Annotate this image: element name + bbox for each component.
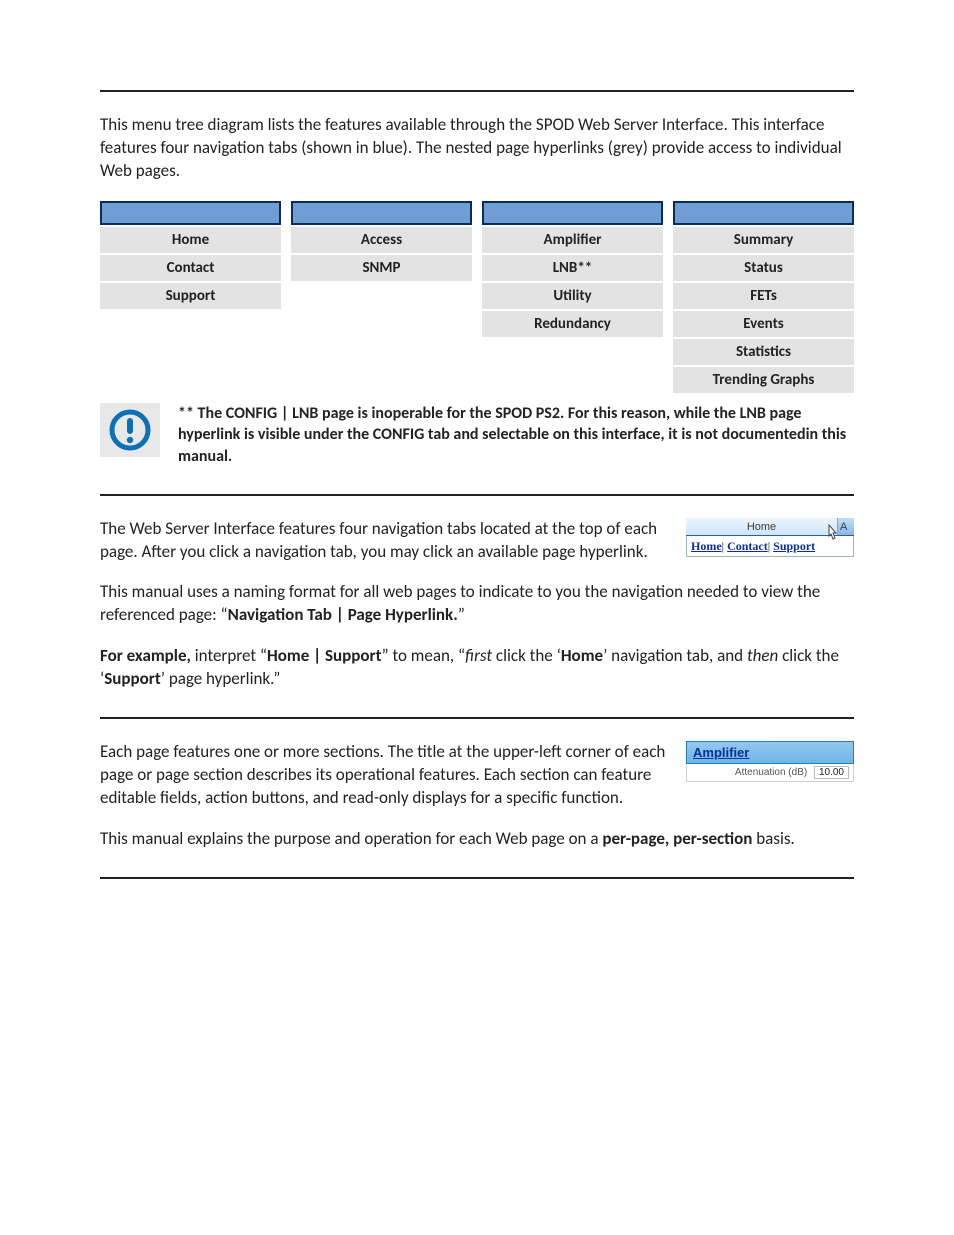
tree-header-cell — [291, 201, 472, 225]
tree-link-cell: Statistics — [673, 339, 854, 365]
field-value: 10.00 — [814, 766, 849, 779]
tree-link-cell: Utility — [482, 283, 663, 309]
text: click the ‘ — [492, 645, 561, 666]
nav-tabs-screenshot: Home A Home| Contact| Support — [686, 518, 854, 557]
text: ” to mean, “ — [382, 645, 466, 666]
tree-link-cell: Trending Graphs — [673, 367, 854, 393]
tree-link-cell: Home — [100, 227, 281, 253]
tree-link-cell: Amplifier — [482, 227, 663, 253]
tree-column: SummaryStatusFETsEventsStatisticsTrendin… — [673, 201, 854, 393]
for-example-bold: For example, — [100, 645, 191, 666]
per-page-paragraph: This manual explains the purpose and ope… — [100, 828, 854, 851]
first-italic: first — [465, 645, 492, 666]
tree-column: HomeContactSupport — [100, 201, 281, 393]
text: ’ page hyperlink.” — [161, 668, 281, 689]
text: ” — [458, 604, 465, 625]
section-rule — [100, 717, 854, 719]
tree-link-cell: LNB** — [482, 255, 663, 281]
menu-tree-grid: HomeContactSupportAccessSNMPAmplifierLNB… — [100, 201, 854, 393]
attenuation-field: Attenuation (dB) 10.00 — [686, 764, 854, 782]
field-label: Attenuation (dB) — [735, 767, 807, 778]
naming-format-paragraph: This manual uses a naming format for all… — [100, 581, 854, 627]
section-rule — [100, 494, 854, 496]
text: interpret “ — [191, 645, 267, 666]
section-rule — [100, 877, 854, 879]
mini-link: Support — [773, 539, 815, 553]
alert-icon — [100, 403, 160, 457]
text: basis. — [752, 828, 794, 849]
tab-label: Home — [747, 521, 776, 533]
text: This manual explains the purpose and ope… — [100, 828, 602, 849]
tree-link-cell: Summary — [673, 227, 854, 253]
tab-partial: A — [838, 518, 854, 535]
nav-intro-paragraph: The Web Server Interface features four n… — [100, 518, 670, 564]
tree-header-cell — [482, 201, 663, 225]
tree-header-cell — [673, 201, 854, 225]
home-support-bold: Home | Support — [267, 645, 382, 666]
mini-link: Home — [691, 539, 722, 553]
tree-link-cell: Contact — [100, 255, 281, 281]
tree-link-cell: Access — [291, 227, 472, 253]
example-paragraph: For example, interpret “Home | Support” … — [100, 645, 854, 691]
tree-link-cell: Redundancy — [482, 311, 663, 337]
nav-links-row: Home| Contact| Support — [686, 536, 854, 557]
nav-format-bold: Navigation Tab | Page Hyperlink. — [228, 604, 458, 625]
tree-column: AccessSNMP — [291, 201, 472, 393]
support-bold: Support — [104, 668, 160, 689]
section-rule — [100, 90, 854, 92]
tree-link-cell: Events — [673, 311, 854, 337]
home-bold: Home — [561, 645, 603, 666]
tree-header-cell — [100, 201, 281, 225]
note-text: ** The CONFIG | LNB page is inoperable f… — [178, 403, 854, 468]
tree-link-cell: SNMP — [291, 255, 472, 281]
page-sections-paragraph: Each page features one or more sections.… — [100, 741, 670, 810]
tree-column: AmplifierLNB**UtilityRedundancy — [482, 201, 663, 393]
tree-link-cell: Support — [100, 283, 281, 309]
intro-paragraph: This menu tree diagram lists the feature… — [100, 114, 854, 183]
amplifier-section-screenshot: Amplifier Attenuation (dB) 10.00 — [686, 741, 854, 782]
text: ’ navigation tab, and — [603, 645, 747, 666]
then-italic: then — [747, 645, 778, 666]
tab-home: Home — [686, 518, 838, 535]
amplifier-title: Amplifier — [686, 741, 854, 764]
tree-link-cell: FETs — [673, 283, 854, 309]
tree-link-cell: Status — [673, 255, 854, 281]
config-lnb-note: ** The CONFIG | LNB page is inoperable f… — [100, 403, 854, 468]
mini-link: Contact — [727, 539, 768, 553]
per-page-bold: per-page, per-section — [602, 828, 752, 849]
